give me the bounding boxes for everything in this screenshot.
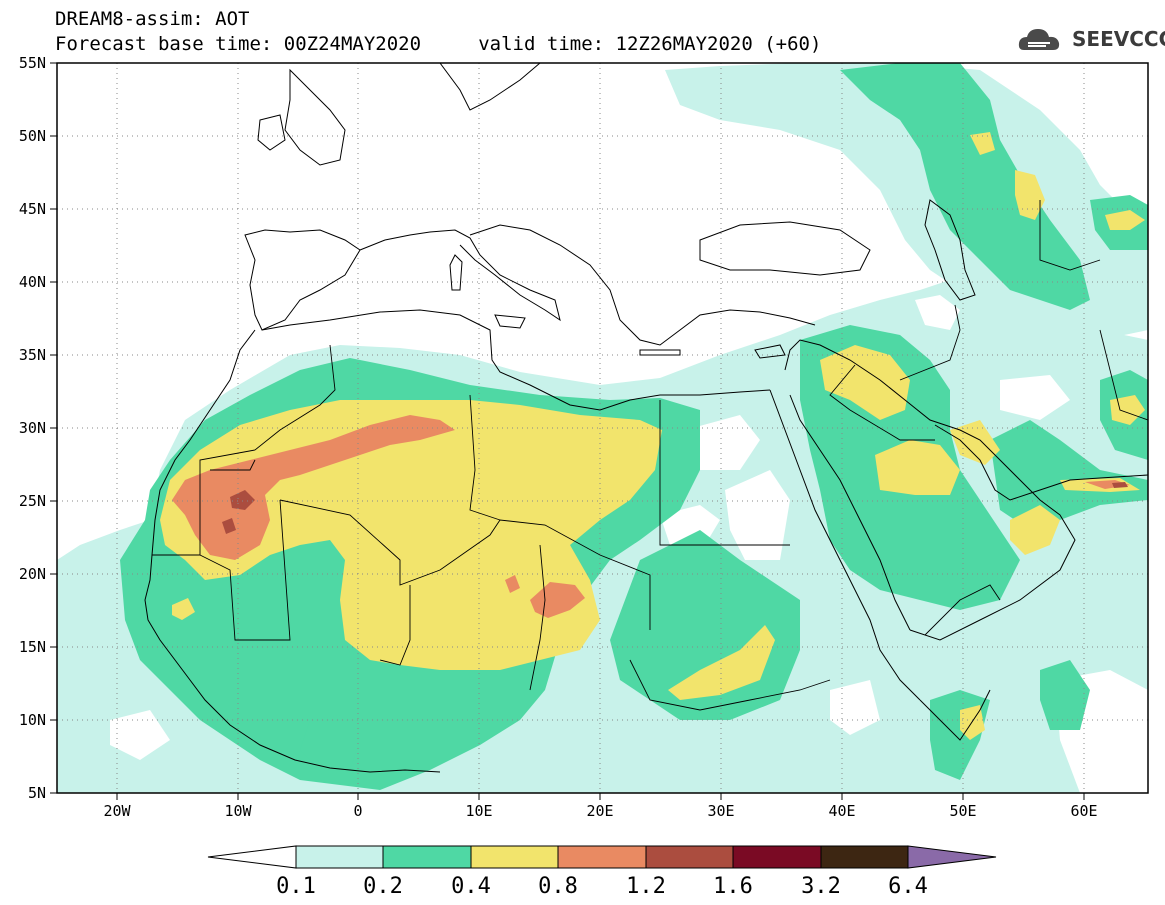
lat-tick-label: 5N [28,784,46,802]
aot-band-1.2 [222,482,1128,534]
colorbar-segment [470,845,559,869]
lat-tick-label: 10N [19,711,46,729]
colorbar-segment [557,845,647,869]
lat-tick-label: 30N [19,419,46,437]
lon-tick-label: 30E [707,802,734,820]
colorbar-label: 0.8 [538,874,578,899]
colorbar-segment [820,845,909,869]
colorbar-segment [645,845,734,869]
aot-below-threshold [110,295,1148,793]
logo-text: SEEVCCC [1072,27,1165,51]
colorbar-segment [207,845,297,869]
lat-tick-label: 55N [19,54,46,72]
colorbar-segment [907,845,997,869]
colorbar-segment [382,845,472,869]
lat-tick-label: 25N [19,492,46,510]
lon-tick-label: 50E [949,802,976,820]
map-title: DREAM8-assim: AOT [55,8,250,30]
colorbar [207,845,997,869]
colorbar-segment [295,845,384,869]
colorbar-label: 0.4 [451,874,491,899]
aot-contours [57,63,1148,793]
lon-tick-label: 10E [465,802,492,820]
colorbar-label: 1.2 [626,874,666,899]
lat-tick-label: 40N [19,273,46,291]
lat-tick-label: 45N [19,200,46,218]
lat-tick-label: 35N [19,346,46,364]
colorbar-label: 3.2 [801,874,841,899]
axis-ticks [50,62,1085,800]
lat-tick-label: 50N [19,127,46,145]
forecast-times: Forecast base time: 00Z24MAY2020 valid t… [55,33,822,55]
lon-tick-label: 0 [353,802,362,820]
colorbar-label: 0.2 [363,874,403,899]
political-borders [152,200,1148,711]
graticule [57,63,1148,793]
lon-tick-label: 20E [586,802,613,820]
lat-tick-label: 15N [19,638,46,656]
lat-tick-label: 20N [19,565,46,583]
coastlines [144,63,1148,773]
lon-tick-label: 60E [1070,802,1097,820]
lon-tick-label: 20W [103,802,131,820]
colorbar-label: 0.1 [276,874,316,899]
colorbar-label: 6.4 [888,874,928,899]
lon-tick-label: 40E [828,802,855,820]
cloud-icon [1018,29,1060,50]
colorbar-segment [732,845,822,869]
lon-tick-label: 10W [224,802,252,820]
colorbar-label: 1.6 [713,874,753,899]
